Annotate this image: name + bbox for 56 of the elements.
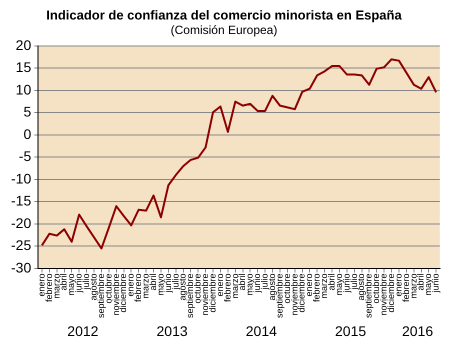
y-tick-label: -25 bbox=[11, 237, 32, 254]
x-tick-label: julio bbox=[260, 273, 270, 290]
x-tick-label: enero bbox=[304, 273, 314, 297]
x-tick-label: febrero bbox=[133, 273, 144, 302]
chart-subtitle: (Comisión Europea) bbox=[170, 23, 278, 38]
x-tick-label: julio bbox=[348, 273, 359, 290]
y-tick-label: -30 bbox=[11, 259, 32, 276]
y-tick-label: 15 bbox=[16, 59, 32, 76]
x-tick-label: marzo bbox=[51, 273, 62, 298]
x-tick-label: mayo bbox=[66, 273, 76, 296]
x-tick-label: septiembre bbox=[364, 273, 374, 318]
x-tick-label: abril bbox=[58, 273, 69, 290]
y-tick-label: -10 bbox=[11, 170, 32, 186]
x-tick-label: abril bbox=[416, 273, 426, 290]
x-tick-label: junio bbox=[252, 273, 262, 294]
x-tick-label: febrero bbox=[44, 273, 54, 302]
text: 2014 bbox=[246, 322, 278, 339]
x-tick-label: febrero bbox=[400, 273, 411, 302]
x-tick-label: junio bbox=[430, 273, 441, 294]
y-tick-label: 10 bbox=[16, 81, 32, 98]
y-tick-label: 5 bbox=[23, 104, 32, 120]
x-tick-label: febrero bbox=[222, 273, 232, 302]
x-tick-label: mayo bbox=[155, 273, 166, 296]
x-tick-label: diciembre bbox=[296, 273, 307, 312]
text: 2012 bbox=[67, 322, 99, 339]
x-tick-label: septiembre bbox=[185, 273, 196, 318]
x-tick-label: junio bbox=[74, 273, 84, 294]
x-tick-label: julio bbox=[170, 273, 180, 290]
x-tick-label: octubre bbox=[103, 273, 114, 304]
text: 2015 bbox=[335, 322, 366, 339]
chart-title: Indicador de confianza del comercio minorista en España bbox=[46, 7, 402, 22]
x-tick-label: marzo bbox=[408, 273, 418, 298]
x-tick-label: noviembre bbox=[289, 273, 300, 316]
y-tick-label: -5 bbox=[18, 148, 32, 164]
x-tick-label: noviembre bbox=[110, 273, 121, 316]
x-tick-label: julio bbox=[81, 273, 92, 290]
y-tick-label: 20 bbox=[16, 36, 32, 53]
x-tick-label: octubre bbox=[192, 273, 203, 304]
x-tick-label: enero bbox=[214, 273, 225, 297]
x-tick-label: octubre bbox=[371, 273, 382, 304]
text: 2016 bbox=[402, 322, 434, 339]
x-tick-label: diciembre bbox=[118, 273, 128, 312]
x-tick-label: enero bbox=[36, 273, 46, 297]
x-tick-label: mayo bbox=[423, 273, 434, 296]
x-tick-label: enero bbox=[393, 273, 404, 297]
y-tick-label: -20 bbox=[11, 214, 32, 231]
y-tick-label: 0 bbox=[23, 126, 32, 142]
x-tick-label: marzo bbox=[230, 273, 240, 298]
x-tick-label: abril bbox=[237, 273, 248, 290]
x-tick-label: febrero bbox=[312, 273, 322, 302]
x-tick-label: mayo bbox=[244, 273, 255, 296]
x-tick-label: mayo bbox=[334, 273, 344, 296]
x-tick-label: enero bbox=[126, 273, 136, 297]
y-tick-label: -15 bbox=[11, 192, 32, 209]
text: 2013 bbox=[156, 322, 188, 339]
x-tick-label: octubre bbox=[282, 273, 292, 304]
